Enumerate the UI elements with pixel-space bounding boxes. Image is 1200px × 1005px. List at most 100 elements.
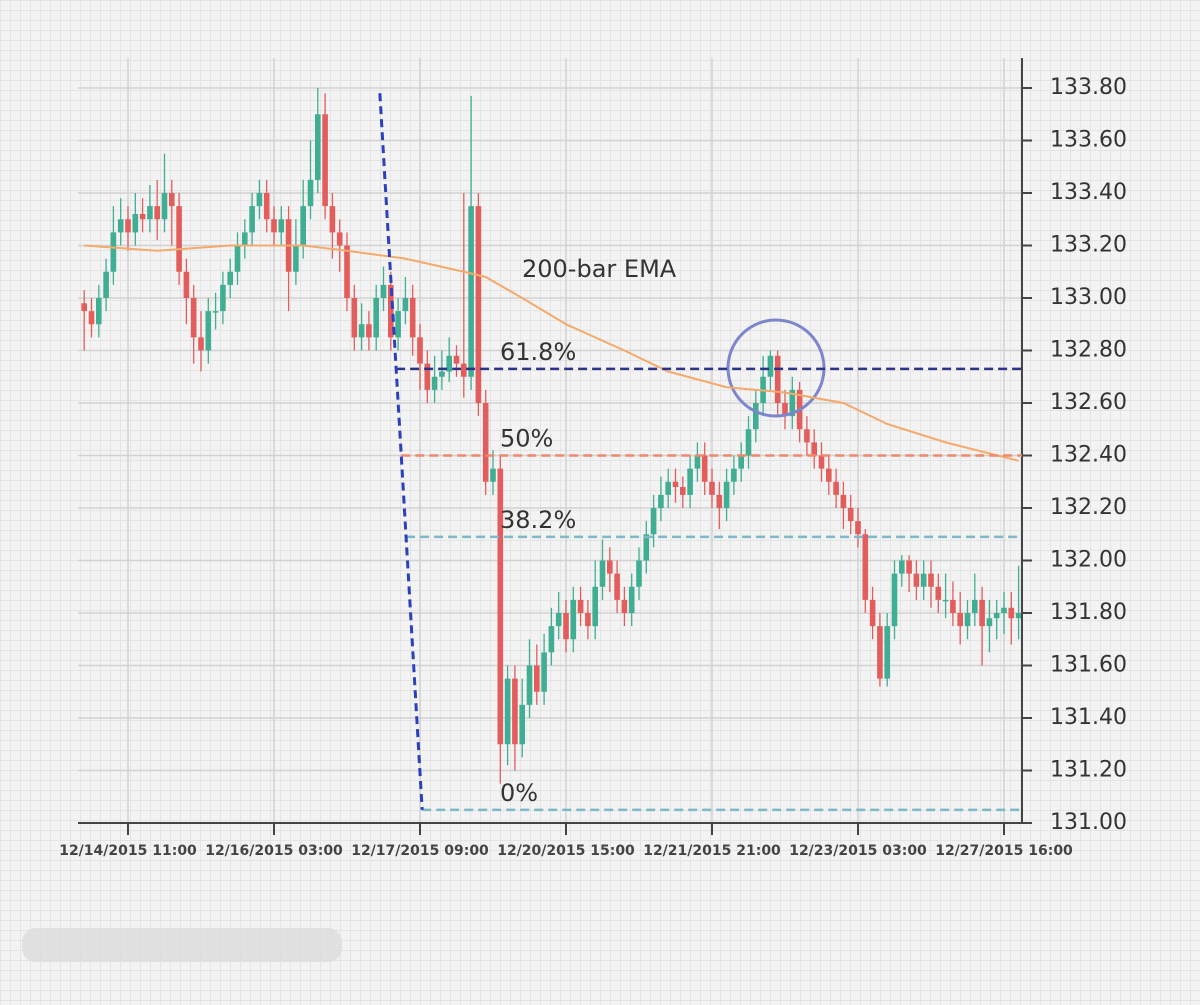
candle-body — [139, 214, 146, 220]
candle-body — [753, 403, 759, 430]
x-tick-label: 12/27/2015 16:00 — [935, 843, 1073, 859]
candle-body — [227, 271, 233, 285]
candle-body — [738, 455, 744, 469]
candle-body — [767, 355, 774, 377]
candle-body — [388, 284, 394, 338]
fib-label: 38.2% — [500, 506, 576, 534]
candle-body — [665, 481, 671, 495]
candle-body — [490, 468, 496, 482]
x-tick-label: 12/16/2015 03:00 — [205, 843, 343, 859]
candle-body — [161, 193, 168, 220]
y-tick-label: 133.60 — [1050, 128, 1127, 153]
candle-body — [431, 376, 438, 390]
candle-body — [979, 599, 985, 627]
candle-body — [526, 665, 533, 705]
fib-label: 0% — [500, 779, 538, 807]
candle-body — [972, 599, 978, 613]
x-tick-label: 12/21/2015 21:00 — [643, 843, 781, 859]
candle-body — [125, 219, 131, 233]
candle-body — [563, 613, 569, 640]
candle-body — [913, 573, 920, 587]
candle-body — [366, 324, 372, 338]
candle-body — [891, 573, 898, 627]
candle-body — [482, 403, 489, 482]
candle-body — [957, 613, 963, 627]
y-tick-label: 132.80 — [1050, 338, 1127, 363]
candle-body — [212, 311, 219, 313]
candle-body — [519, 704, 525, 745]
candle-body — [650, 508, 657, 535]
candle-body — [278, 219, 285, 233]
candle-body — [315, 114, 321, 180]
candle-body — [628, 586, 635, 613]
y-tick-label: 132.60 — [1050, 390, 1127, 415]
candle-body — [147, 206, 153, 220]
candle-body — [402, 298, 409, 312]
fib-label: 61.8% — [500, 338, 576, 366]
candle-body — [453, 355, 460, 364]
candle-body — [117, 219, 124, 233]
candle-body — [643, 534, 650, 561]
y-tick-label: 131.60 — [1050, 653, 1127, 678]
candle-body — [993, 613, 1000, 619]
x-tick-label: 12/17/2015 09:00 — [351, 843, 489, 859]
candle-body — [190, 298, 197, 338]
candle-body — [417, 337, 423, 364]
ema-label: 200-bar EMA — [522, 255, 677, 283]
candle-body — [242, 232, 248, 246]
candle-body — [88, 311, 95, 325]
candle-body — [1015, 613, 1022, 619]
candle-body — [701, 455, 708, 482]
candle-body — [599, 560, 606, 587]
x-tick-label: 12/20/2015 15:00 — [497, 843, 635, 859]
candle-body — [110, 232, 117, 272]
candle-body — [439, 371, 445, 377]
candle-body — [826, 468, 832, 482]
candle-body — [833, 481, 839, 495]
candle-body — [804, 429, 810, 443]
candle-body — [205, 311, 212, 351]
y-tick-label: 131.20 — [1050, 758, 1127, 783]
candle-body — [300, 206, 306, 246]
candle-body — [847, 508, 854, 522]
candle-body — [585, 613, 591, 627]
candle-body — [103, 271, 109, 298]
candle-body — [920, 573, 927, 587]
candle-body — [782, 403, 788, 417]
fib-label: 50% — [500, 425, 553, 453]
candle-body — [855, 521, 861, 535]
candle-body — [687, 468, 693, 495]
y-tick-label: 133.40 — [1050, 180, 1127, 205]
candle-body — [96, 298, 102, 325]
candle-body — [745, 429, 752, 456]
candle-body — [877, 626, 883, 679]
candle-body — [358, 324, 365, 338]
candle-body — [1001, 607, 1007, 613]
candle-body — [351, 298, 358, 338]
candle-body — [709, 481, 715, 495]
y-tick-label: 133.00 — [1050, 285, 1127, 310]
candle-body — [234, 245, 241, 272]
candle-body — [731, 468, 737, 482]
candle-body — [183, 271, 190, 298]
candle-body — [906, 560, 912, 574]
candle-body — [220, 284, 226, 312]
candle-body — [680, 487, 686, 495]
y-tick-label: 131.80 — [1050, 600, 1127, 625]
candle-body — [555, 613, 562, 627]
candle-body — [271, 219, 277, 233]
candle-body — [446, 355, 452, 372]
candle-body — [81, 303, 87, 312]
candle-body — [862, 534, 869, 600]
candle-body — [198, 337, 204, 351]
trendline — [378, 93, 424, 810]
candle-body — [884, 626, 890, 679]
candle-body — [169, 193, 175, 207]
candle-body — [263, 193, 270, 220]
y-tick-label: 133.80 — [1050, 75, 1127, 100]
candle-body — [395, 311, 401, 338]
candle-body — [344, 245, 350, 298]
y-tick-label: 131.40 — [1050, 705, 1127, 730]
candle-body — [548, 626, 555, 653]
